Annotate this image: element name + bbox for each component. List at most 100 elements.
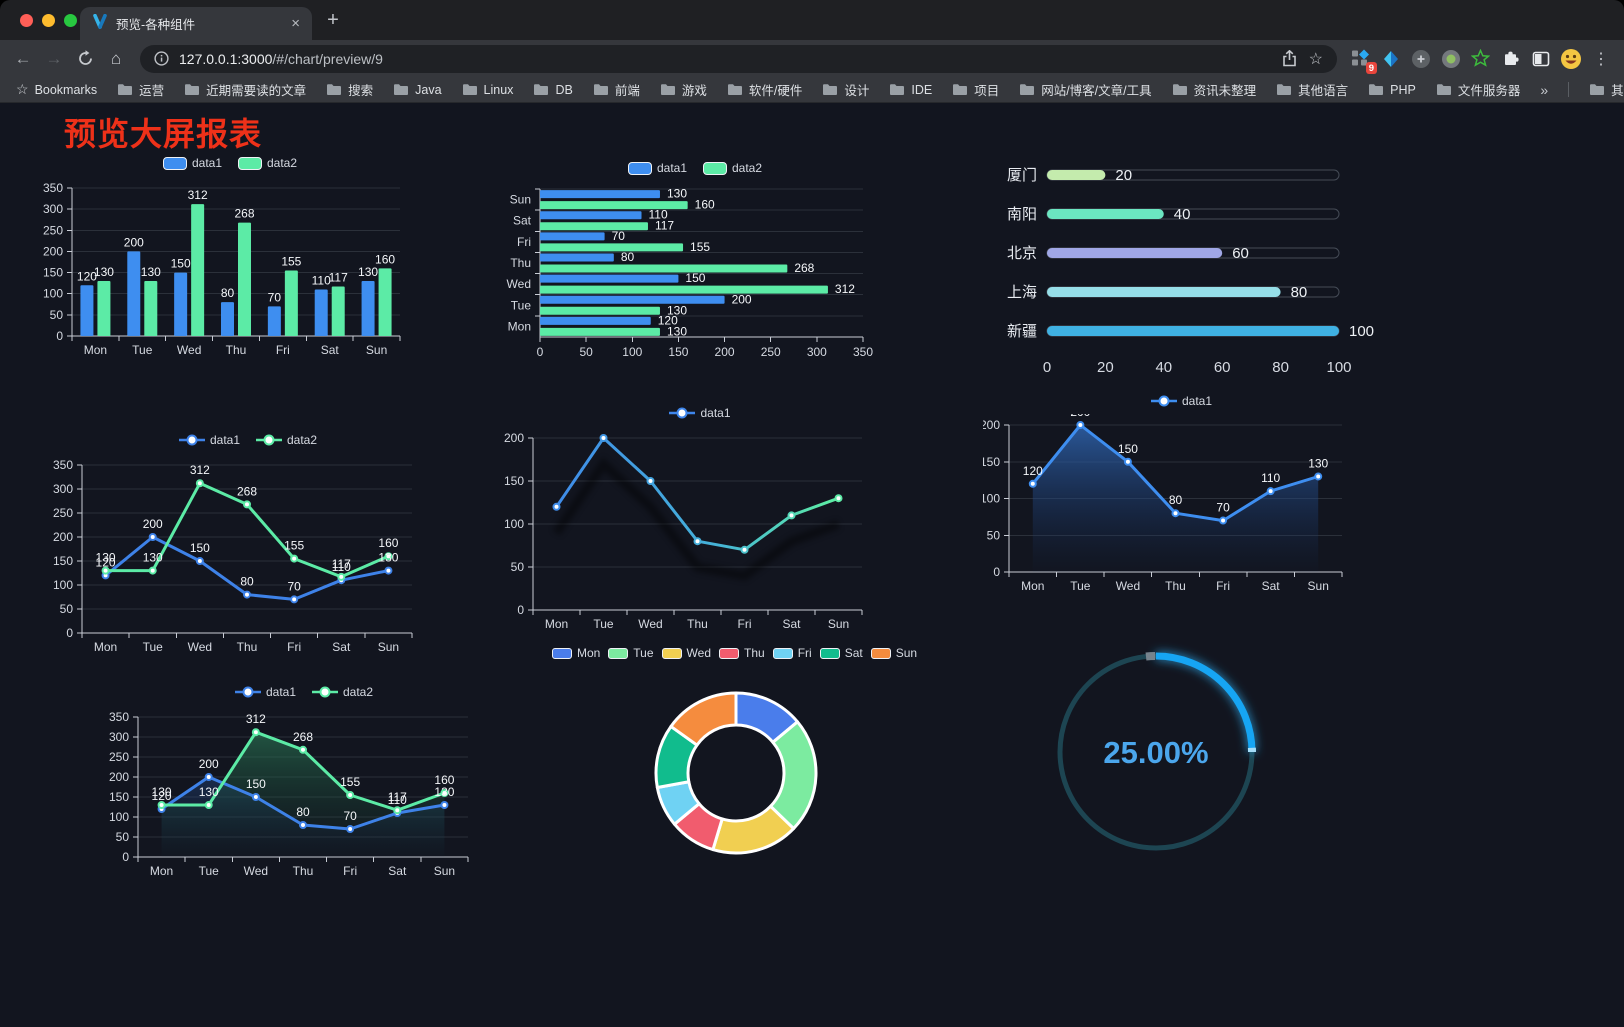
bookmark-folder-label: IDE: [911, 82, 933, 97]
side-panel-icon[interactable]: [1528, 46, 1553, 71]
svg-text:312: 312: [835, 282, 855, 296]
site-info-icon[interactable]: [154, 51, 169, 66]
bookmarks-overflow-button[interactable]: »: [1540, 81, 1549, 98]
legend-item-data1[interactable]: data1: [234, 685, 296, 699]
svg-text:Sun: Sun: [366, 343, 387, 357]
svg-text:Thu: Thu: [226, 343, 247, 357]
bookmark-star-icon[interactable]: ☆: [1308, 50, 1323, 68]
bookmark-folder[interactable]: 网站/博客/文章/工具: [1019, 80, 1152, 99]
legend-item-data2[interactable]: data2: [256, 433, 317, 447]
chart-legend: data1: [500, 400, 900, 426]
svg-text:Sat: Sat: [321, 343, 340, 357]
svg-text:200: 200: [124, 235, 144, 249]
legend-item-data1[interactable]: data1: [1150, 394, 1212, 408]
bookmarks-manager[interactable]: ☆ Bookmarks: [16, 81, 97, 98]
bookmark-folder[interactable]: 资讯未整理: [1172, 80, 1256, 99]
svg-text:130: 130: [667, 187, 687, 201]
dual-area-line-chart: data1 data2 0 50 100 150 200 250 300 350 Mon Tue Wed…: [98, 679, 510, 883]
bookmark-folder[interactable]: 其他语言: [1276, 80, 1348, 99]
svg-text:20: 20: [1097, 359, 1114, 376]
bookmark-folder[interactable]: 前端: [593, 80, 640, 99]
new-tab-button[interactable]: +: [327, 9, 339, 31]
svg-text:130: 130: [667, 303, 687, 317]
grid-diamond-extension-icon[interactable]: 9: [1348, 46, 1377, 74]
legend-label: data1: [265, 685, 296, 699]
bookmark-folder[interactable]: 近期需要读的文章: [184, 80, 306, 99]
svg-text:厦门: 厦门: [1007, 167, 1037, 184]
legend-item-data1[interactable]: data1: [178, 433, 240, 447]
bookmark-folder[interactable]: 运营: [117, 80, 164, 99]
legend-item-Wed[interactable]: Wed: [661, 646, 711, 660]
legend-item-Tue[interactable]: Tue: [608, 646, 654, 660]
extensions-puzzle-icon[interactable]: [1498, 46, 1523, 71]
gray-circle-extension-icon[interactable]: [1408, 46, 1433, 71]
bookmarks-star-icon: ☆: [16, 81, 29, 97]
legend-item-Sat[interactable]: Sat: [819, 646, 863, 660]
svg-text:200: 200: [109, 770, 129, 784]
svg-text:Fri: Fri: [343, 864, 357, 878]
bookmark-folder[interactable]: 设计: [822, 80, 869, 99]
address-bar[interactable]: 127.0.0.1:3000/#/chart/preview/9 ☆: [140, 44, 1337, 73]
emoji-extension-icon[interactable]: [1558, 46, 1583, 71]
reload-button[interactable]: [72, 46, 98, 72]
green-star-extension-icon[interactable]: [1468, 46, 1493, 71]
green-dot-extension-icon[interactable]: [1438, 46, 1463, 71]
svg-text:Sat: Sat: [388, 864, 407, 878]
legend-item-data2[interactable]: data2: [703, 161, 762, 175]
bookmark-folder[interactable]: 软件/硬件: [727, 80, 802, 99]
legend-item-data1[interactable]: data1: [669, 406, 731, 420]
svg-text:268: 268: [794, 261, 814, 275]
menu-dots-icon[interactable]: ⋮: [1593, 50, 1609, 68]
svg-text:Mon: Mon: [508, 319, 531, 333]
blue-kite-extension-icon[interactable]: [1378, 46, 1403, 71]
svg-text:Sun: Sun: [434, 864, 455, 878]
svg-text:150: 150: [983, 455, 1000, 469]
bookmark-folder[interactable]: 游戏: [660, 80, 707, 99]
bookmark-folder[interactable]: 文件服务器: [1436, 80, 1520, 99]
svg-text:Thu: Thu: [1165, 579, 1186, 593]
back-button[interactable]: ←: [14, 48, 32, 68]
svg-text:160: 160: [434, 773, 454, 787]
window-zoom-button[interactable]: [64, 14, 77, 27]
svg-text:50: 50: [579, 345, 593, 359]
window-close-button[interactable]: [20, 14, 33, 27]
bookmark-folder[interactable]: PHP: [1368, 83, 1416, 97]
svg-text:110: 110: [388, 793, 407, 807]
legend-item-data2[interactable]: data2: [238, 156, 297, 170]
legend-item-data1[interactable]: data1: [162, 156, 222, 170]
home-button[interactable]: ⌂: [110, 48, 122, 68]
legend-item-Thu[interactable]: Thu: [719, 646, 765, 660]
legend-item-data2[interactable]: data2: [312, 685, 373, 699]
svg-text:120: 120: [96, 555, 116, 569]
bookmark-folder[interactable]: IDE: [889, 83, 932, 97]
svg-text:60: 60: [1214, 359, 1231, 376]
bookmark-folder[interactable]: DB: [533, 83, 573, 97]
bookmark-folder[interactable]: 项目: [952, 80, 999, 99]
browser-tab[interactable]: 预览-各种组件 ×: [80, 7, 312, 40]
forward-button[interactable]: →: [45, 48, 63, 68]
legend-line-marker-icon: [256, 434, 282, 446]
legend-item-Sun[interactable]: Sun: [870, 646, 917, 660]
other-bookmarks-folder[interactable]: 其他书签: [1589, 80, 1624, 99]
window-minimize-button[interactable]: [42, 14, 55, 27]
share-icon[interactable]: [1282, 50, 1297, 67]
svg-text:130: 130: [152, 785, 172, 799]
legend-item-Mon[interactable]: Mon: [551, 646, 600, 660]
legend-label: data2: [287, 433, 318, 447]
bookmark-folder[interactable]: 搜索: [326, 80, 373, 99]
bookmark-folder[interactable]: Linux: [462, 83, 513, 97]
url-text[interactable]: 127.0.0.1:3000/#/chart/preview/9: [179, 51, 1270, 67]
svg-text:117: 117: [329, 271, 348, 285]
bookmark-folder[interactable]: Java: [393, 83, 442, 97]
tab-close-icon[interactable]: ×: [291, 15, 300, 32]
svg-text:Sat: Sat: [1262, 579, 1281, 593]
legend-item-Fri[interactable]: Fri: [772, 646, 812, 660]
folder-icon: [1590, 84, 1605, 95]
svg-text:70: 70: [1216, 501, 1230, 515]
svg-text:25.00%: 25.00%: [1103, 735, 1208, 770]
svg-text:Thu: Thu: [687, 617, 708, 631]
legend-item-data1[interactable]: data1: [627, 161, 687, 175]
browser-titlebar: 预览-各种组件 × +: [0, 0, 1624, 40]
